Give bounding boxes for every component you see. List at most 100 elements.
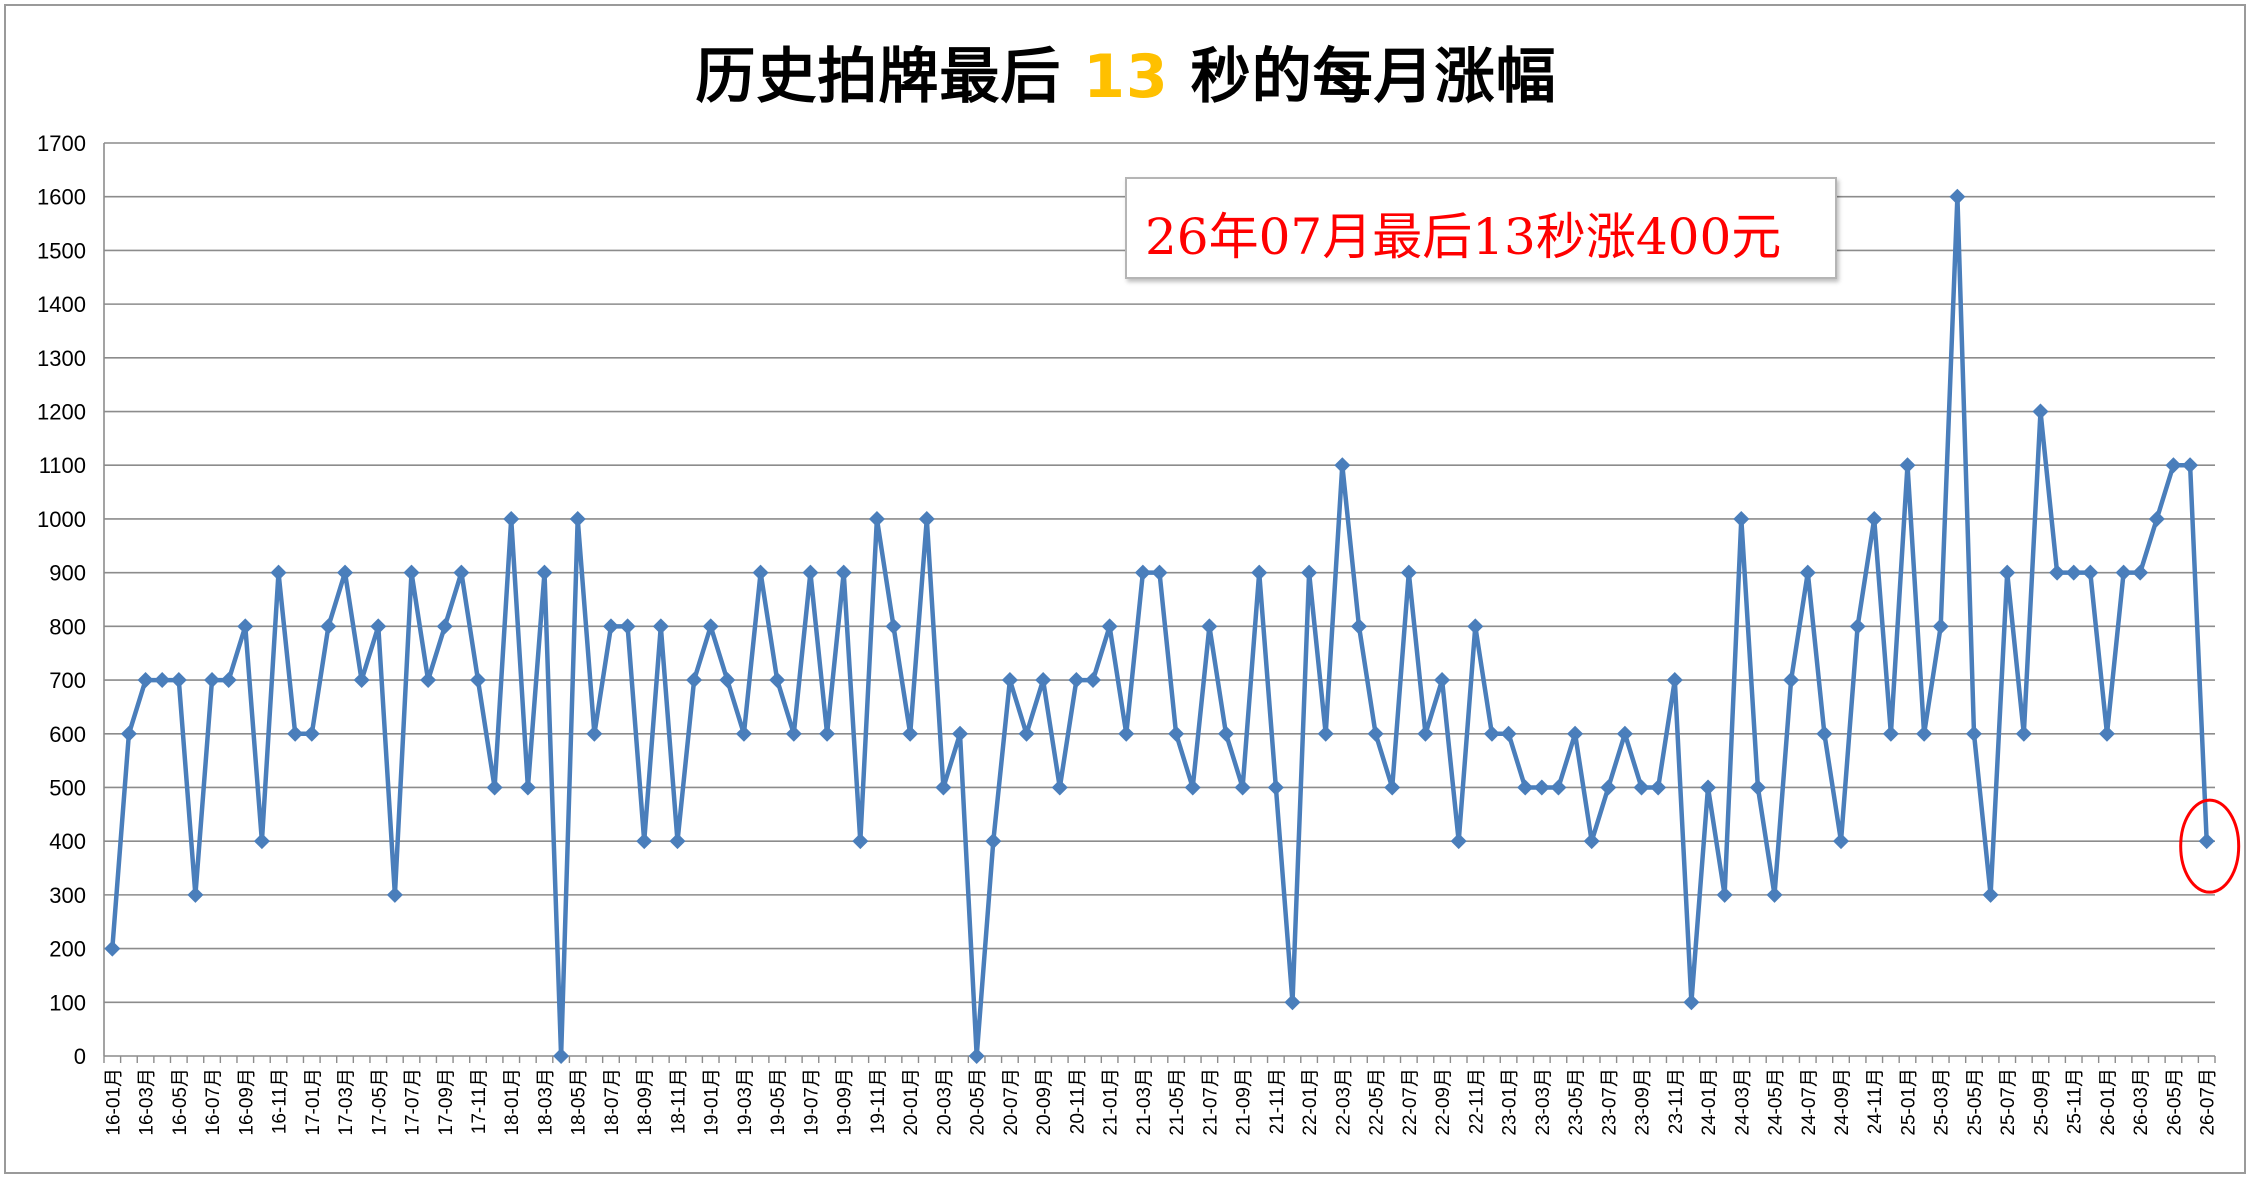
x-tick-label: 20-03月 [934,1068,955,1136]
data-point [154,672,171,689]
y-tick-label: 1400 [37,292,86,317]
x-tick-label: 23-05月 [1566,1068,1587,1136]
highlight-circle [2179,798,2241,894]
y-tick-label: 600 [49,722,86,747]
data-point [2132,564,2149,581]
data-point [337,564,354,581]
x-tick-label: 20-05月 [968,1068,989,1136]
x-tick-label: 23-11月 [1666,1068,1687,1134]
data-point [1683,994,1700,1011]
data-point [553,1048,570,1064]
x-tick-label: 17-11月 [469,1068,490,1134]
data-point [1051,779,1068,796]
x-tick-label: 21-09月 [1234,1068,1255,1136]
data-point [270,564,287,581]
data-point [137,672,154,689]
data-point [1201,618,1218,635]
y-tick-label: 0 [74,1044,86,1069]
data-point [2082,564,2099,581]
data-point [1633,779,1650,796]
x-tick-label: 23-03月 [1533,1068,1554,1136]
data-point [1367,725,1384,742]
annotation-callout: 26年07月最后13秒涨400元 [1125,177,1837,279]
data-point [204,672,221,689]
data-point [2065,564,2082,581]
data-point [1417,725,1434,742]
data-point [868,510,885,527]
x-tick-label: 24-03月 [1732,1068,1753,1136]
highlight-ellipse [2179,798,2241,894]
y-tick-label: 400 [49,829,86,854]
data-point [370,618,387,635]
data-point [1899,457,1916,474]
data-point [852,833,869,850]
data-point [652,618,669,635]
x-tick-label: 24-01月 [1699,1068,1720,1136]
data-point [503,510,520,527]
data-point [1616,725,1633,742]
data-point [1217,725,1234,742]
x-tick-label: 18-03月 [535,1068,556,1136]
x-tick-label: 26-01月 [2098,1068,2119,1136]
data-point [602,618,619,635]
x-tick-label: 18-09月 [635,1068,656,1136]
x-tick-label: 18-07月 [602,1068,623,1136]
y-tick-label: 200 [49,937,86,962]
data-point [985,833,1002,850]
data-point [1700,779,1717,796]
data-point [2165,457,2182,474]
data-point [885,618,902,635]
data-point [1716,886,1733,903]
data-point [1434,672,1451,689]
data-point [1334,457,1351,474]
x-tick-label: 20-09月 [1034,1068,1055,1136]
data-point [1035,672,1052,689]
x-tick-label: 21-05月 [1167,1068,1188,1136]
data-point [1450,833,1467,850]
data-point [1799,564,1816,581]
data-point [2015,725,2032,742]
x-tick-label: 19-07月 [801,1068,822,1136]
data-point [1833,833,1850,850]
x-tick-label: 17-01月 [303,1068,324,1136]
data-point [1916,725,1933,742]
data-point [1849,618,1866,635]
y-axis-ticks: 0 100 200 300 400 500 600 700 800 900 1000 1100 1200… [37,131,86,1069]
y-tick-label: 1000 [37,507,86,532]
x-tick-label: 17-03月 [336,1068,357,1136]
x-tick-label: 22-07月 [1400,1068,1421,1136]
x-tick-label: 16-11月 [270,1068,291,1134]
data-point [1234,779,1251,796]
data-point [453,564,470,581]
data-point [469,672,486,689]
x-tick-label: 19-03月 [735,1068,756,1136]
data-point [519,779,536,796]
data-point [1350,618,1367,635]
data-point [1766,886,1783,903]
data-point [1583,833,1600,850]
x-tick-label: 16-05月 [170,1068,191,1136]
data-point [1151,564,1168,581]
x-tick-label: 21-07月 [1200,1068,1221,1136]
data-point [2032,403,2049,420]
data-point [120,725,137,742]
x-tick-label: 21-01月 [1101,1068,1122,1136]
data-point [1384,779,1401,796]
data-point [1118,725,1135,742]
x-tick-label: 26-07月 [2198,1068,2219,1136]
y-tick-label: 700 [49,668,86,693]
data-point [1982,886,1999,903]
data-point [1184,779,1201,796]
x-tick-label: 19-11月 [868,1068,889,1134]
x-tick-label: 24-11月 [1865,1068,1886,1134]
data-point [2198,833,2215,850]
x-tick-label: 23-01月 [1500,1068,1521,1136]
y-tick-label: 1500 [37,238,86,263]
x-tick-label: 16-09月 [236,1068,257,1136]
data-point [918,510,935,527]
data-point [436,618,453,635]
data-point [1101,618,1118,635]
x-axis-ticks: 16-01月 16-03月 16-05月 16-07月 16-09月 16-11月 17-0… [103,1056,2219,1136]
data-point [1866,510,1883,527]
data-point [1666,672,1683,689]
